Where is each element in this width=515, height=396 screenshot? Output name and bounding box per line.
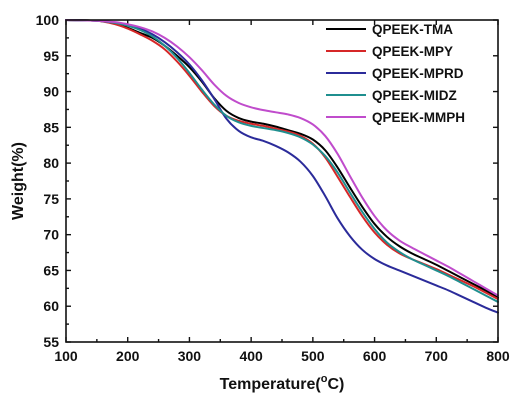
- y-tick-label-60: 60: [43, 298, 59, 314]
- x-axis-title-main: Temperature(: [220, 376, 322, 393]
- plot-frame: [65, 19, 499, 343]
- x-tick-label-200: 200: [116, 348, 140, 364]
- y-tick-label-55: 55: [43, 334, 59, 350]
- y-tick-label-75: 75: [43, 191, 59, 207]
- y-tick-label-100: 100: [36, 12, 60, 28]
- legend-label-qpeek-tma: QPEEK-TMA: [372, 22, 453, 37]
- legend: QPEEK-TMA QPEEK-MPY QPEEK-MPRD QPEEK-MIDZ QP…: [326, 22, 465, 125]
- y-tick-label-85: 85: [43, 119, 59, 135]
- y-tick-label-90: 90: [43, 84, 59, 100]
- series-line-qpeek-tma: [65, 19, 499, 299]
- y-tick-label-80: 80: [43, 155, 59, 171]
- series-line-qpeek-mmph: [65, 19, 499, 297]
- legend-label-qpeek-mpy: QPEEK-MPY: [372, 44, 453, 59]
- series-lines: [65, 19, 499, 314]
- x-axis-title-unit: C): [327, 376, 344, 393]
- series-line-qpeek-midz: [65, 19, 499, 303]
- x-axis-title: Temperature(oC): [220, 373, 345, 393]
- series-line-qpeek-mpy: [65, 19, 499, 301]
- y-tick-label-70: 70: [43, 227, 59, 243]
- legend-label-qpeek-midz: QPEEK-MIDZ: [372, 88, 457, 103]
- x-axis-title-degree: o: [321, 373, 328, 385]
- x-tick-label-600: 600: [363, 348, 387, 364]
- legend-label-qpeek-mmph: QPEEK-MMPH: [372, 110, 465, 125]
- x-tick-label-300: 300: [178, 348, 202, 364]
- x-tick-label-800: 800: [486, 348, 510, 364]
- y-tick-label-65: 65: [43, 262, 59, 278]
- x-tick-label-400: 400: [239, 348, 263, 364]
- legend-label-qpeek-mprd: QPEEK-MPRD: [372, 66, 464, 81]
- series-line-qpeek-mprd: [65, 19, 499, 314]
- x-tick-label-700: 700: [425, 348, 449, 364]
- axis-ticks: 100 200 300 400 500 600 700 800 55 60 65 70 75 80 85 90…: [36, 12, 510, 364]
- y-axis-title: Weight(%): [10, 142, 27, 220]
- x-tick-label-500: 500: [301, 348, 325, 364]
- x-tick-label-100: 100: [54, 348, 78, 364]
- y-tick-label-95: 95: [43, 48, 59, 64]
